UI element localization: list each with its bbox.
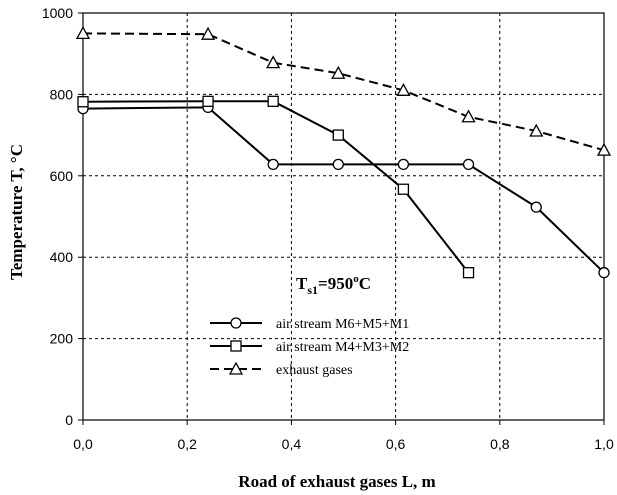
annotation-degree: o — [353, 273, 359, 285]
legend: air stream M6+M5+M1 air stream M4+M3+M2 … — [210, 317, 409, 378]
x-tick-label: 0,6 — [386, 436, 406, 452]
legend-item-series-1: air stream M6+M5+M1 — [210, 317, 409, 332]
x-tick-label: 0,0 — [73, 436, 93, 452]
data-point-triangle — [596, 142, 612, 156]
temperature-annotation: Ts1=950oC — [296, 273, 371, 297]
data-point-circle — [267, 158, 279, 171]
data-point-square — [332, 129, 344, 141]
legend-label-series-3: exhaust gases — [276, 363, 353, 378]
annotation-main: T — [296, 274, 308, 293]
grid-lines — [83, 13, 604, 420]
y-tick-label: 800 — [50, 86, 74, 102]
y-tick-label: 600 — [50, 168, 74, 184]
data-point-square — [77, 96, 89, 108]
axis-ticks: 0,0 0,2 0,4 0,6 0,8 1,0 0 200 400 600 800 1000 — [42, 5, 614, 452]
data-point-circle — [332, 158, 344, 171]
y-tick-label: 200 — [50, 331, 74, 347]
plot-frame — [82, 12, 605, 421]
data-point-circle — [397, 158, 410, 171]
x-tick-label: 0,4 — [282, 436, 302, 452]
y-axis-title: Temperature T, °C — [7, 144, 26, 280]
x-tick-label: 0,8 — [490, 436, 510, 452]
data-point-triangle — [461, 109, 476, 123]
legend-item-series-2: air stream M4+M3+M2 — [210, 340, 409, 355]
data-point-triangle — [266, 55, 281, 69]
y-tick-label: 0 — [65, 412, 73, 428]
y-tick-label: 1000 — [42, 5, 73, 21]
legend-label-series-1: air stream M6+M5+M1 — [276, 317, 409, 332]
legend-label-series-2: air stream M4+M3+M2 — [276, 340, 409, 355]
annotation-unit: C — [359, 274, 371, 293]
series-line — [82, 32, 605, 152]
x-axis-title: Road of exhaust gases L, m — [238, 472, 435, 491]
data-point-square — [267, 95, 279, 107]
data-point-square — [462, 267, 475, 279]
series-1 — [77, 101, 610, 279]
series-3 — [75, 25, 612, 156]
legend-item-series-3: exhaust gases — [210, 361, 353, 378]
y-tick-label: 400 — [50, 249, 74, 265]
series-line — [82, 100, 470, 274]
data-point-circle — [598, 267, 610, 279]
x-tick-label: 0,2 — [177, 436, 197, 452]
data-point-circle — [530, 201, 542, 213]
data-point-square — [202, 95, 214, 107]
data-point-triangle — [396, 82, 411, 96]
series-2 — [77, 95, 475, 279]
x-tick-label: 1,0 — [594, 436, 614, 452]
data-point-triangle — [529, 123, 544, 137]
annotation-subscript: s1 — [307, 283, 318, 297]
data-point-triangle — [200, 26, 216, 40]
legend-marker-triangle — [228, 361, 244, 375]
data-point-square — [397, 183, 410, 195]
data-point-circle — [462, 158, 475, 171]
legend-marker-circle — [230, 317, 242, 329]
data-point-triangle — [331, 65, 346, 79]
data-point-triangle — [75, 25, 91, 39]
series-line — [82, 106, 605, 274]
series-layer — [75, 25, 612, 279]
legend-marker-square — [230, 340, 242, 352]
annotation-value: =950 — [318, 274, 353, 293]
